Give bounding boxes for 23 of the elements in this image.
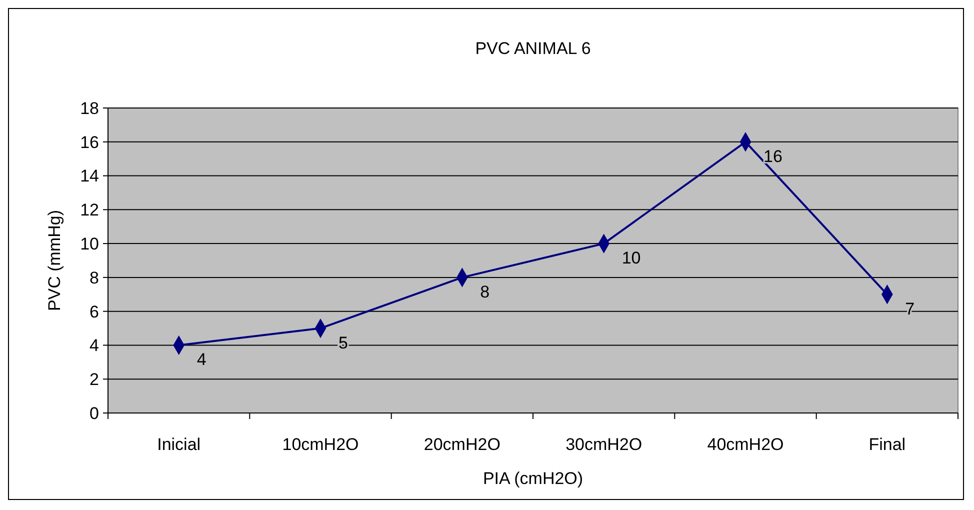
y-tick-label: 8 (90, 268, 99, 288)
x-axis-title: PIA (cmH2O) (482, 469, 584, 488)
y-tick-label: 16 (80, 132, 99, 152)
y-axis-title: PVC (mmHg) (45, 210, 64, 312)
data-label: 16 (764, 146, 782, 166)
y-tick-label: 14 (80, 166, 99, 186)
y-tick-label: 6 (90, 302, 99, 322)
data-label: 4 (196, 350, 206, 370)
y-tick-label: 2 (90, 370, 99, 390)
x-tick-label: Final (868, 435, 906, 454)
y-tick-label: 12 (80, 200, 99, 220)
data-label: 8 (480, 282, 490, 302)
y-tick-label: 4 (90, 336, 99, 356)
y-tick-label: 18 (80, 98, 99, 118)
chart-title: PVC ANIMAL 6 (475, 39, 591, 58)
x-tick-label: Inicial (157, 435, 201, 454)
y-tick-label: 0 (90, 404, 99, 423)
x-tick-label: 10cmH2O (282, 435, 359, 454)
x-tick-label: 20cmH2O (424, 435, 500, 454)
x-tick-label: 40cmH2O (707, 435, 784, 454)
x-tick-label: 30cmH2O (566, 435, 642, 454)
y-tick-label: 10 (80, 234, 99, 254)
data-label: 10 (622, 248, 641, 268)
